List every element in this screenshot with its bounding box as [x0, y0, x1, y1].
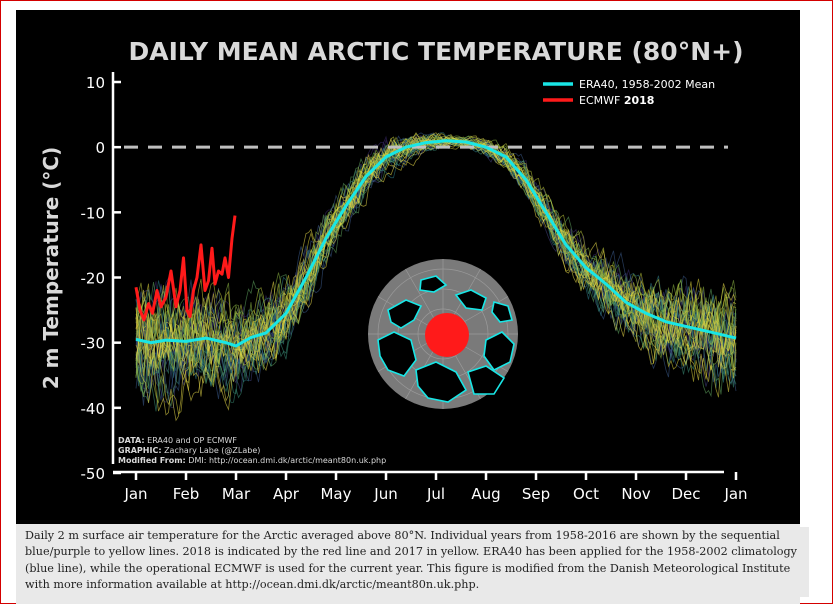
y-tick-label: -50	[81, 465, 106, 483]
y-tick-label: -10	[81, 204, 106, 222]
source-annotation: DATA: ERA40 and OP ECMWF GRAPHIC: Zachar…	[118, 436, 386, 465]
era40-mean-line	[135, 139, 737, 348]
year-line	[135, 132, 737, 354]
arctic-map-inset	[368, 259, 518, 409]
year-line	[135, 132, 737, 364]
annotation-graphic: GRAPHIC: Zachary Labe (@ZLabe)	[118, 446, 260, 455]
x-tick-label: Sep	[522, 485, 550, 503]
chart-panel: 10 0 -10 -20 -30 -40 -50 Jan Feb Mar Apr May Jun Jul…	[16, 10, 800, 524]
x-tick-label: May	[320, 485, 351, 503]
y-tick-label: 10	[86, 74, 105, 92]
era40-mean-polyline	[135, 139, 737, 348]
chart-title: DAILY MEAN ARCTIC TEMPERATURE (80°N+)	[129, 37, 744, 66]
x-tick-label: Jun	[373, 485, 397, 503]
legend: ERA40, 1958-2002 Mean ECMWF 2018	[543, 78, 715, 107]
legend-label-ecmwf: ECMWF 2018	[579, 94, 654, 107]
x-tick-label: Mar	[222, 485, 251, 503]
temperature-chart: 10 0 -10 -20 -30 -40 -50 Jan Feb Mar Apr May Jun Jul…	[39, 37, 748, 503]
legend-label-era40: ERA40, 1958-2002 Mean	[579, 78, 715, 91]
y-tick-label: -30	[81, 335, 106, 353]
annotation-modified: Modified From: DMI: http://ocean.dmi.dk/…	[118, 456, 386, 465]
ecmwf-2018-line	[134, 215, 237, 322]
ecmwf-2018-polyline	[134, 215, 237, 322]
annotation-data: DATA: ERA40 and OP ECMWF	[118, 436, 237, 445]
year-line	[135, 142, 737, 415]
x-tick-label: Oct	[573, 485, 599, 503]
x-tick-label: Jan	[123, 485, 147, 503]
year-line	[135, 139, 737, 411]
y-tick-label: -20	[81, 270, 106, 288]
y-axis-label: 2 m Temperature (°C)	[39, 147, 63, 389]
x-tick-label: Apr	[273, 485, 300, 503]
x-tick-label: Jul	[426, 485, 445, 503]
region-80n-marker	[425, 313, 469, 357]
y-tick-label: -40	[81, 400, 106, 418]
x-tick-label: Feb	[173, 485, 200, 503]
x-tick-label: Dec	[671, 485, 700, 503]
figure-caption: Daily 2 m surface air temperature for th…	[21, 527, 809, 597]
year-line	[135, 135, 737, 364]
x-tick-label: Nov	[621, 485, 650, 503]
y-tick-label: 0	[95, 139, 105, 157]
x-tick-label: Aug	[471, 485, 500, 503]
x-tick-label: Jan	[723, 485, 747, 503]
axes: 10 0 -10 -20 -30 -40 -50 Jan Feb Mar Apr May Jun Jul…	[81, 72, 748, 503]
arctic-coastline	[377, 275, 515, 403]
